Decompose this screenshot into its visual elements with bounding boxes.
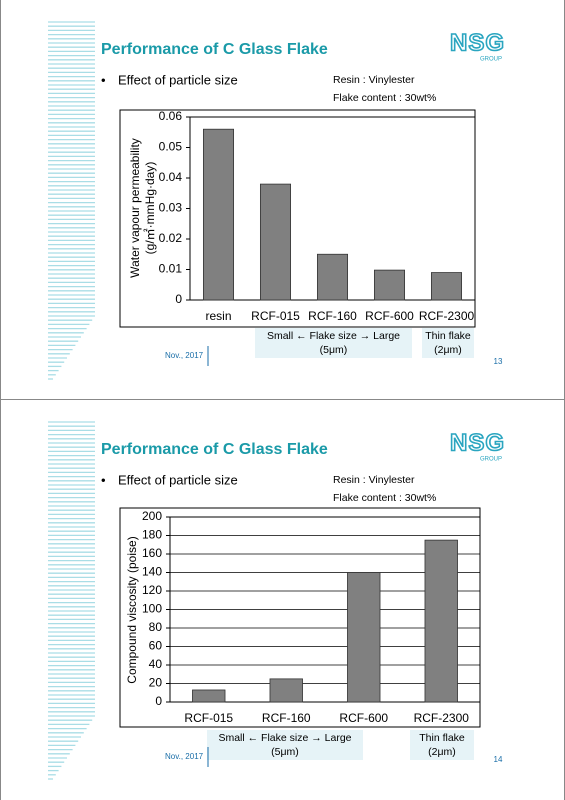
note-text: (5μm) — [271, 746, 299, 758]
y-tick-label: 0 — [175, 292, 182, 306]
logo-sub: GROUP — [480, 457, 502, 463]
logo: NSG — [450, 429, 505, 456]
bar — [373, 269, 406, 301]
y-tick-label: 120 — [142, 583, 162, 597]
note-box — [207, 730, 363, 760]
y-tick-label: 60 — [149, 639, 163, 653]
date: Nov., 2017 — [165, 351, 204, 360]
y-tick-label: 0.02 — [159, 231, 183, 245]
y-tick-label: 40 — [149, 657, 163, 671]
page-number: 14 — [494, 755, 503, 764]
y-tick-label: 140 — [142, 565, 162, 579]
x-tick-label: RCF-160 — [262, 711, 311, 725]
bullet: • — [101, 72, 106, 87]
flake-content: Flake content : 30wt% — [333, 92, 436, 104]
y-tick-label: 100 — [142, 602, 162, 616]
x-tick-label: resin — [205, 309, 231, 323]
y-tick-label: 200 — [142, 509, 162, 523]
x-tick-label: RCF-600 — [339, 711, 388, 725]
note-box — [422, 328, 474, 358]
note-text: (5μm) — [320, 344, 348, 356]
x-tick-label: RCF-600 — [365, 309, 414, 323]
logo-sub: GROUP — [480, 57, 502, 63]
flake-content: Flake content : 30wt% — [333, 492, 436, 504]
note-text: Thin flake — [419, 732, 465, 744]
y-tick-label: 0 — [155, 694, 162, 708]
bar — [316, 253, 349, 301]
bullet: • — [101, 472, 106, 487]
bar — [259, 183, 292, 301]
y-tick-label: 20 — [149, 676, 163, 690]
y-tick-label: 160 — [142, 546, 162, 560]
note-text: (2μm) — [428, 746, 456, 758]
subtitle: Effect of particle size — [118, 72, 238, 87]
x-tick-label: RCF-160 — [308, 309, 357, 323]
note-box — [410, 730, 474, 760]
resin: Resin : Vinylester — [333, 74, 415, 86]
y-tick-label: 0.05 — [159, 140, 183, 154]
chart-frame — [119, 109, 476, 328]
y-tick-label: 180 — [142, 528, 162, 542]
y-axis-label: (g/㎡·mmHg·day) — [143, 162, 157, 255]
page-number: 13 — [494, 357, 503, 366]
bar — [424, 539, 458, 703]
note-text: Small ← Flake size → Large — [218, 732, 351, 744]
note-text: Thin flake — [425, 330, 471, 342]
bar — [430, 272, 463, 301]
x-tick-label: RCF-015 — [184, 711, 233, 725]
y-tick-label: 0.01 — [159, 262, 183, 276]
y-axis-label: Compound viscosity (poise) — [125, 536, 139, 683]
bar — [269, 678, 303, 703]
y-tick-label: 80 — [149, 620, 163, 634]
bar — [347, 572, 381, 703]
x-tick-label: RCF-2300 — [414, 711, 470, 725]
bar — [192, 689, 226, 703]
date: Nov., 2017 — [165, 752, 204, 761]
note-box — [255, 328, 412, 358]
x-tick-label: RCF-015 — [251, 309, 300, 323]
y-tick-label: 0.04 — [159, 170, 183, 184]
bar — [202, 128, 235, 301]
x-tick-label: RCF-2300 — [419, 309, 475, 323]
y-tick-label: 0.06 — [159, 109, 183, 123]
slide-title: Performance of C Glass Flake — [101, 441, 328, 458]
subtitle: Effect of particle size — [118, 472, 238, 487]
resin: Resin : Vinylester — [333, 474, 415, 486]
slide-title: Performance of C Glass Flake — [101, 41, 328, 58]
logo: NSG — [450, 29, 505, 56]
y-axis-label: Water vapour permeability — [128, 138, 142, 278]
note-text: Small ← Flake size → Large — [267, 330, 400, 342]
plot-area — [169, 516, 481, 703]
y-tick-label: 0.03 — [159, 201, 183, 215]
note-text: (2μm) — [434, 344, 462, 356]
